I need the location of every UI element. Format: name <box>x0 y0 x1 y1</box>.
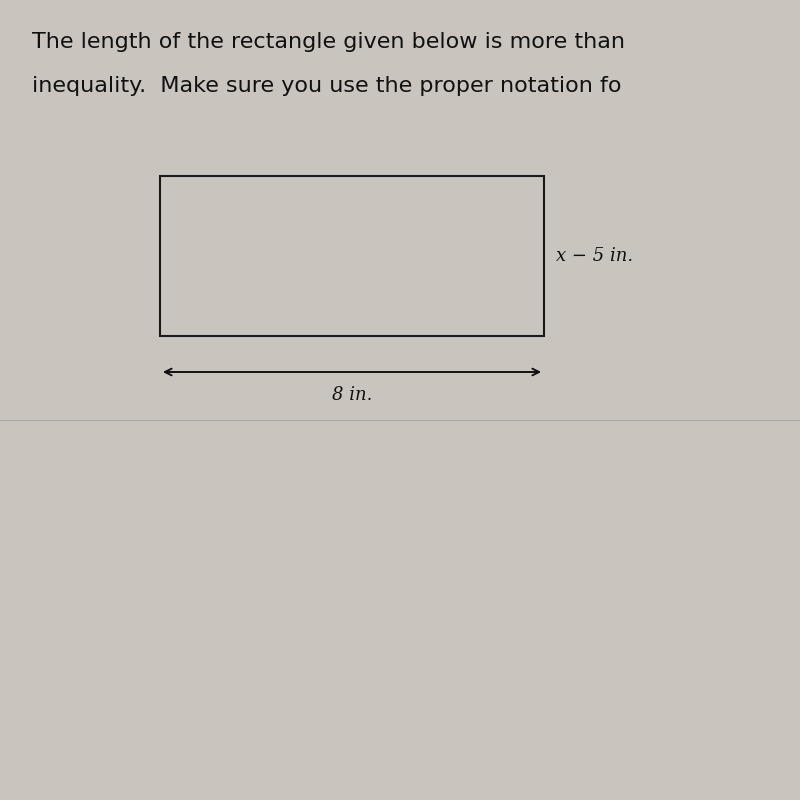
Text: x − 5 in.: x − 5 in. <box>556 247 633 265</box>
Bar <box>160 176 544 336</box>
Text: The length of the rectangle given below is more than: The length of the rectangle given below … <box>32 32 625 52</box>
Text: inequality.  Make sure you use the proper notation fo: inequality. Make sure you use the proper… <box>32 76 622 96</box>
Text: 8 in.: 8 in. <box>332 386 372 404</box>
